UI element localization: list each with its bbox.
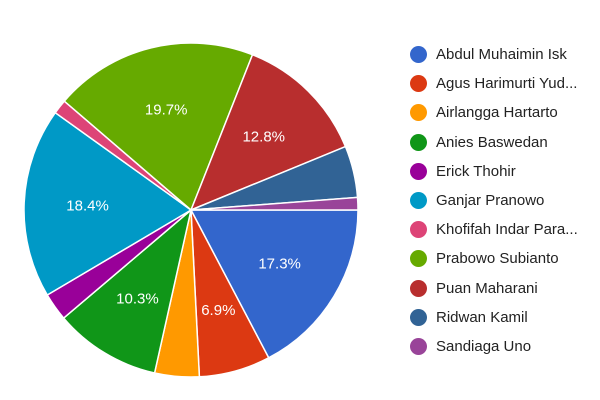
legend-item: Airlangga Hartarto bbox=[410, 98, 600, 127]
legend-item: Anies Baswedan bbox=[410, 128, 600, 157]
legend-label: Abdul Muhaimin Isk bbox=[436, 46, 567, 64]
legend-label: Khofifah Indar Para... bbox=[436, 221, 578, 239]
pie-slice bbox=[62, 207, 193, 374]
legend-swatch bbox=[410, 133, 427, 151]
legend-item: Puan Maharani bbox=[410, 274, 600, 303]
legend-item: Ganjar Pranowo bbox=[410, 186, 600, 215]
legend-swatch bbox=[410, 221, 427, 239]
legend-swatch bbox=[410, 337, 427, 355]
legend-item: Ridwan Kamil bbox=[410, 303, 600, 332]
pie-data-label: 17.3% bbox=[258, 256, 301, 273]
legend-label: Anies Baswedan bbox=[436, 133, 548, 151]
pie-data-label: 19.7% bbox=[145, 101, 188, 118]
legend-swatch bbox=[410, 279, 427, 297]
legend-swatch bbox=[410, 75, 427, 93]
pie-slice bbox=[189, 53, 347, 212]
legend-item: Khofifah Indar Para... bbox=[410, 215, 600, 244]
legend-swatch bbox=[410, 192, 427, 210]
legend-label: Puan Maharani bbox=[436, 279, 538, 297]
legend-label: Sandiaga Uno bbox=[436, 337, 532, 355]
pie-data-labels: 17.3% 6.9% 10.3% 18.4% 19.7% 12.8% bbox=[66, 101, 301, 318]
legend-item: Abdul Muhaimin Isk bbox=[410, 40, 600, 69]
legend-item: Agus Harimurti Yud... bbox=[410, 69, 600, 98]
legend-label: Airlangga Hartarto bbox=[436, 104, 558, 122]
pie-data-label: 18.4% bbox=[66, 197, 109, 214]
pie-plot: 17.3% 6.9% 10.3% 18.4% 19.7% 12.8% bbox=[23, 42, 359, 378]
legend-label: Prabowo Subianto bbox=[436, 250, 559, 268]
legend-label: Agus Harimurti Yud... bbox=[436, 75, 578, 93]
legend-item: Erick Thohir bbox=[410, 157, 600, 186]
pie-slice bbox=[190, 196, 359, 211]
pie-slice bbox=[23, 111, 193, 297]
legend-label: Ridwan Kamil bbox=[436, 308, 528, 326]
pie-data-label: 10.3% bbox=[116, 291, 159, 308]
legend-label: Erick Thohir bbox=[436, 162, 516, 180]
pie-data-label: 12.8% bbox=[242, 128, 285, 145]
legend-swatch bbox=[410, 162, 427, 180]
chart-legend: Abdul Muhaimin Isk Agus Harimurti Yud... A… bbox=[410, 40, 600, 361]
legend-swatch bbox=[410, 250, 427, 268]
pie-data-label: 6.9% bbox=[201, 302, 235, 319]
pie-slice bbox=[63, 42, 254, 212]
legend-label: Ganjar Pranowo bbox=[436, 192, 545, 210]
legend-swatch bbox=[410, 104, 427, 122]
legend-swatch bbox=[410, 308, 427, 326]
legend-swatch bbox=[410, 46, 427, 64]
legend-item: Prabowo Subianto bbox=[410, 244, 600, 273]
pie-slices bbox=[23, 42, 359, 378]
legend-item: Sandiaga Uno bbox=[410, 332, 600, 361]
pie-slice bbox=[189, 209, 359, 359]
